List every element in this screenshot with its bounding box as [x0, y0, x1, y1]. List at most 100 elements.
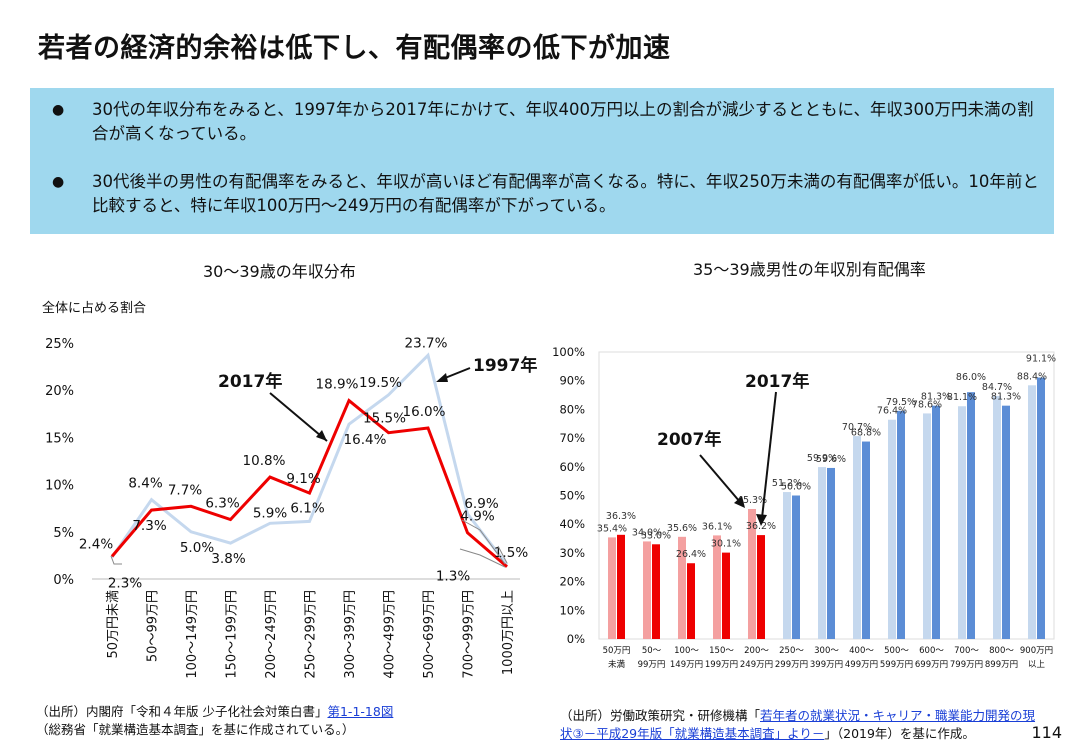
- bar-2017: [1037, 377, 1045, 639]
- right-x-tick-label: 50～: [642, 646, 662, 656]
- bar-label-2017: 50.0%: [781, 482, 811, 493]
- arrowhead-icon: [734, 496, 745, 508]
- left-line-chart: 全体に占める割合 0% 5% 10% 15% 20% 25% 50万円未満 50～99万円 1…: [42, 300, 537, 679]
- footer-right: （出所）労働政策研究・研修機構「若年者の就業状況・キャリア・職業能力開発の現 状…: [560, 707, 1035, 743]
- right-y-tick-label: 40%: [559, 517, 585, 531]
- bar-label-2007: 70.7%: [842, 422, 872, 433]
- left-y-tick-label: 20%: [45, 384, 74, 399]
- bar-2007: [713, 535, 721, 639]
- bar-label-2007: 76.4%: [877, 406, 907, 417]
- right-x-tick-label: 250～: [779, 646, 804, 656]
- data-label-2017年: 7.3%: [132, 518, 166, 534]
- left-x-tick-label: 50万円未満: [106, 590, 121, 659]
- left-x-tick-label: 400～499万円: [383, 590, 398, 679]
- bar-2007: [923, 413, 931, 639]
- bar-label-2017: 59.6%: [816, 454, 846, 465]
- data-label-2017年: 15.5%: [363, 411, 406, 427]
- data-label-2017年: 16.0%: [403, 404, 446, 420]
- data-label-1997年: 23.7%: [405, 335, 448, 351]
- left-chart-title: 30～39歳の年収分布: [203, 262, 356, 281]
- data-label-2017年: 9.1%: [286, 471, 320, 487]
- right-x-tick-label: 200～: [744, 646, 769, 656]
- bar-2017: [792, 495, 800, 639]
- bar-2017: [1002, 405, 1010, 639]
- bar-2007: [958, 406, 966, 639]
- bar-label-2007: 34.0%: [632, 527, 662, 538]
- footer-right-suffix: 」（2019年）を基に作成。: [824, 726, 975, 741]
- right-x-tick-label: 899万円: [985, 660, 1018, 670]
- bar-label-2017: 79.5%: [886, 397, 916, 408]
- data-label-1997年: 3.8%: [211, 551, 245, 567]
- bar-2007: [818, 467, 826, 639]
- bar-label-2017: 91.1%: [1026, 354, 1056, 365]
- annotation-1997: 1997年: [473, 355, 537, 376]
- footer-left-link[interactable]: 第1-1-18図: [327, 704, 394, 719]
- left-x-tick-label: 250～299万円: [304, 590, 319, 679]
- data-label-2017年: 18.9%: [316, 377, 359, 393]
- arrow-2017-right: [761, 391, 777, 519]
- left-y-axis-label: 全体に占める割合: [42, 300, 146, 316]
- footer-right-prefix: （出所）労働政策研究・研修機構「: [560, 708, 761, 723]
- bar-label-2007: 78.6%: [912, 399, 942, 410]
- right-x-tick-label: 150～: [709, 646, 734, 656]
- arrow-2007: [699, 454, 741, 503]
- right-x-tick-label: 399万円: [810, 660, 843, 670]
- right-y-tick-label: 30%: [559, 546, 585, 560]
- bar-2017: [967, 392, 975, 639]
- series-line-1997: [110, 352, 509, 566]
- summary-box: ● 30代の年収分布をみると、1997年から2017年にかけて、年収400万円以…: [30, 88, 1054, 234]
- right-y-tick-label: 90%: [559, 374, 585, 388]
- right-x-tick-label: 199万円: [705, 660, 738, 670]
- data-label-1997年: 19.5%: [359, 375, 402, 391]
- right-bar-chart: 0%10%20%30%40%50%60%70%80%90%100% 35.4%3…: [552, 345, 1056, 670]
- right-x-tick-label: 799万円: [950, 660, 983, 670]
- right-x-tick-label: 149万円: [670, 660, 703, 670]
- left-x-tick-label: 150～199万円: [225, 590, 240, 679]
- label-leaders: [110, 519, 508, 568]
- bar-label-2007: 51.2%: [772, 478, 802, 489]
- footer-left: （出所）内閣府「令和４年版 少子化社会対策白書」第1-1-18図 （総務省「就業…: [36, 703, 393, 739]
- data-label-1997年: 2.3%: [108, 575, 142, 591]
- data-label-1997年: 5.9%: [253, 505, 287, 521]
- bullet-dot-icon: ●: [52, 102, 65, 118]
- left-y-tick-label: 5%: [53, 526, 74, 541]
- left-x-tick-label: 200～249万円: [264, 590, 279, 679]
- right-y-tick-label: 20%: [559, 575, 585, 589]
- data-label-2017年: 6.3%: [205, 496, 239, 512]
- right-plot-frame: [598, 351, 1055, 640]
- right-y-tick-label: 70%: [559, 431, 585, 445]
- footer-right-link-1[interactable]: 若年者の就業状況・キャリア・職業能力開発の現: [760, 708, 1036, 723]
- bar-2017: [757, 535, 765, 639]
- bar-label-2007: 88.4%: [1017, 371, 1047, 382]
- right-x-tick-label: 以上: [1028, 660, 1046, 670]
- left-y-tick-label: 15%: [45, 431, 74, 446]
- data-label-1997年: 6.1%: [290, 500, 324, 516]
- bar-label-2007: 35.6%: [667, 523, 697, 534]
- annotation-2007: 2007年: [657, 429, 721, 450]
- bar-2007: [608, 537, 616, 639]
- right-x-tick-label: 400～: [849, 646, 874, 656]
- bar-2007: [783, 492, 791, 639]
- bar-label-2007: 35.4%: [597, 523, 627, 534]
- arrowhead-icon: [316, 430, 327, 441]
- annotation-2017-left: 2017年: [218, 371, 282, 392]
- right-x-tick-label: 99万円: [638, 660, 666, 670]
- left-x-tick-label: 300～399万円: [343, 590, 358, 679]
- data-label-2017年: 10.8%: [243, 453, 286, 469]
- right-x-tick-label: 50万円: [603, 646, 631, 656]
- footer-right-link-2[interactable]: 状③－平成29年版「就業構造基本調査」より－: [560, 726, 825, 741]
- annotation-2017-right: 2017年: [745, 371, 809, 392]
- left-x-tick-label: 700～999万円: [462, 590, 477, 679]
- right-y-tick-label: 10%: [559, 603, 585, 617]
- right-x-tick-label: 100～: [674, 646, 699, 656]
- series-line-2017: [110, 398, 508, 568]
- bar-2007: [888, 419, 896, 639]
- bar-2017: [722, 552, 730, 639]
- bar-label-2007: 81.1%: [947, 392, 977, 403]
- bar-2017: [827, 467, 835, 639]
- bar-2017: [897, 410, 905, 639]
- bar-label-2017: 81.3%: [991, 392, 1021, 403]
- arrowhead-icon: [436, 373, 448, 382]
- right-y-tick-label: 50%: [559, 489, 585, 503]
- right-x-tick-label: 800～: [989, 646, 1014, 656]
